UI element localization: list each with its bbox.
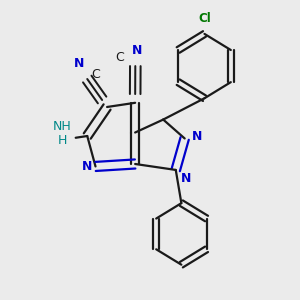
Text: N: N: [74, 57, 84, 70]
Text: N: N: [132, 44, 142, 57]
Text: N: N: [192, 130, 202, 143]
Text: C: C: [115, 51, 124, 64]
Text: C: C: [91, 68, 100, 81]
Text: NH: NH: [53, 119, 72, 133]
Text: N: N: [181, 172, 191, 185]
Text: Cl: Cl: [198, 12, 211, 25]
Text: H: H: [58, 134, 67, 146]
Text: N: N: [82, 160, 92, 173]
